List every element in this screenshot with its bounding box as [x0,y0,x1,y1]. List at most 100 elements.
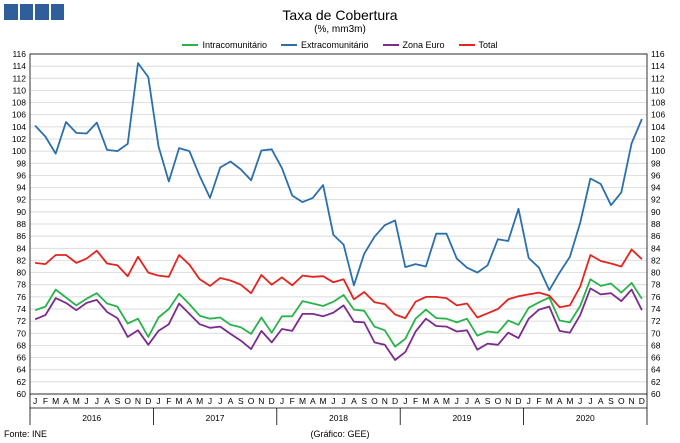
x-tick-label: J [465,396,469,406]
y-tick-label-right: 116 [651,49,665,59]
y-tick-label-left: 80 [17,268,27,278]
y-tick-label-left: 70 [17,328,27,338]
y-tick-label-right: 80 [651,268,661,278]
y-tick-label-left: 96 [17,170,27,180]
legend-swatch [182,44,199,46]
x-tick-label: N [629,396,635,406]
x-tick-label: N [135,396,141,406]
x-tick-label: A [474,396,480,406]
x-tick-label: M [299,396,306,406]
y-tick-label-right: 96 [651,170,661,180]
x-tick-label: J [33,396,37,406]
x-tick-label: O [124,396,131,406]
y-tick-label-left: 64 [17,365,27,375]
x-tick-label: S [361,396,367,406]
year-label: 2017 [206,413,225,423]
x-tick-label: J [95,396,99,406]
x-tick-label: M [52,396,59,406]
y-tick-label-right: 66 [651,353,661,363]
x-tick-label: A [63,396,69,406]
x-tick-label: A [187,396,193,406]
y-tick-label-left: 62 [17,377,27,387]
x-tick-label: D [515,396,521,406]
y-tick-label-right: 104 [651,122,665,132]
y-tick-label-right: 78 [651,280,661,290]
y-tick-label-left: 76 [17,292,27,302]
x-tick-label: A [433,396,439,406]
series-line [34,248,643,320]
y-tick-label-left: 74 [17,304,27,314]
y-tick-label-right: 62 [651,377,661,387]
x-tick-label: A [598,396,604,406]
legend-item: Intracomunitário [182,40,267,50]
x-tick-label: M [176,396,183,406]
year-label: 2018 [329,413,348,423]
chart-credit: (Gráfico: GEE) [310,429,370,439]
y-tick-label-left: 92 [17,195,27,205]
x-tick-label: O [618,396,625,406]
y-tick-label-left: 86 [17,231,27,241]
x-tick-label: D [392,396,398,406]
x-tick-label: F [43,396,48,406]
y-tick-label-right: 82 [651,255,661,265]
y-tick-label-left: 114 [12,61,26,71]
year-label: 2020 [576,413,595,423]
x-tick-label: F [166,396,171,406]
x-tick-label: J [342,396,346,406]
x-tick-label: J [280,396,284,406]
y-tick-label-left: 112 [12,73,26,83]
x-tick-label: O [248,396,255,406]
plot-frame [29,53,648,395]
x-tick-label: J [156,396,160,406]
x-tick-label: A [104,396,110,406]
y-tick-label-right: 70 [651,328,661,338]
x-tick-label: J [331,396,335,406]
x-tick-label: J [208,396,212,406]
y-tick-label-left: 116 [12,49,26,59]
x-tick-label: F [536,396,541,406]
y-tick-label-left: 84 [17,243,27,253]
logo [4,4,64,20]
x-tick-label: M [422,396,429,406]
series-line [34,62,643,292]
x-tick-label: A [351,396,357,406]
x-tick-label: M [196,396,203,406]
chart-legend: Intracomunitário Extracomunitário Zona Eur… [0,40,680,50]
x-tick-label: J [578,396,582,406]
source-note: Fonte: INE [4,429,48,439]
legend-label: Total [478,40,498,50]
series-line [34,278,643,348]
y-tick-label-left: 60 [17,389,27,399]
x-tick-label: J [527,396,531,406]
legend-swatch [458,44,475,46]
x-tick-label: J [218,396,222,406]
y-tick-label-left: 82 [17,255,27,265]
legend-item: Extracomunitário [280,40,369,50]
x-tick-label: M [73,396,80,406]
y-tick-label-left: 98 [17,158,27,168]
x-tick-label: M [320,396,327,406]
y-tick-label-left: 106 [12,110,26,120]
legend-label: Extracomunitário [300,40,369,50]
x-tick-label: F [413,396,418,406]
x-tick-label: N [258,396,264,406]
y-tick-label-right: 112 [651,73,665,83]
y-tick-label-left: 90 [17,207,27,217]
x-tick-label: S [608,396,614,406]
y-tick-label-right: 102 [651,134,665,144]
y-tick-label-left: 102 [12,134,26,144]
x-tick-label: M [566,396,573,406]
y-tick-label-right: 76 [651,292,661,302]
x-tick-label: F [290,396,295,406]
y-tick-label-left: 66 [17,353,27,363]
year-label: 2016 [82,413,101,423]
y-tick-label-left: 88 [17,219,27,229]
legend-swatch [280,44,297,46]
y-tick-label-right: 98 [651,158,661,168]
y-tick-label-right: 90 [651,207,661,217]
y-tick-label-right: 68 [651,340,661,350]
x-tick-label: O [495,396,502,406]
y-tick-label-left: 110 [12,85,26,95]
chart-subtitle: (%, mm3m) [314,24,366,35]
x-tick-label: D [145,396,151,406]
